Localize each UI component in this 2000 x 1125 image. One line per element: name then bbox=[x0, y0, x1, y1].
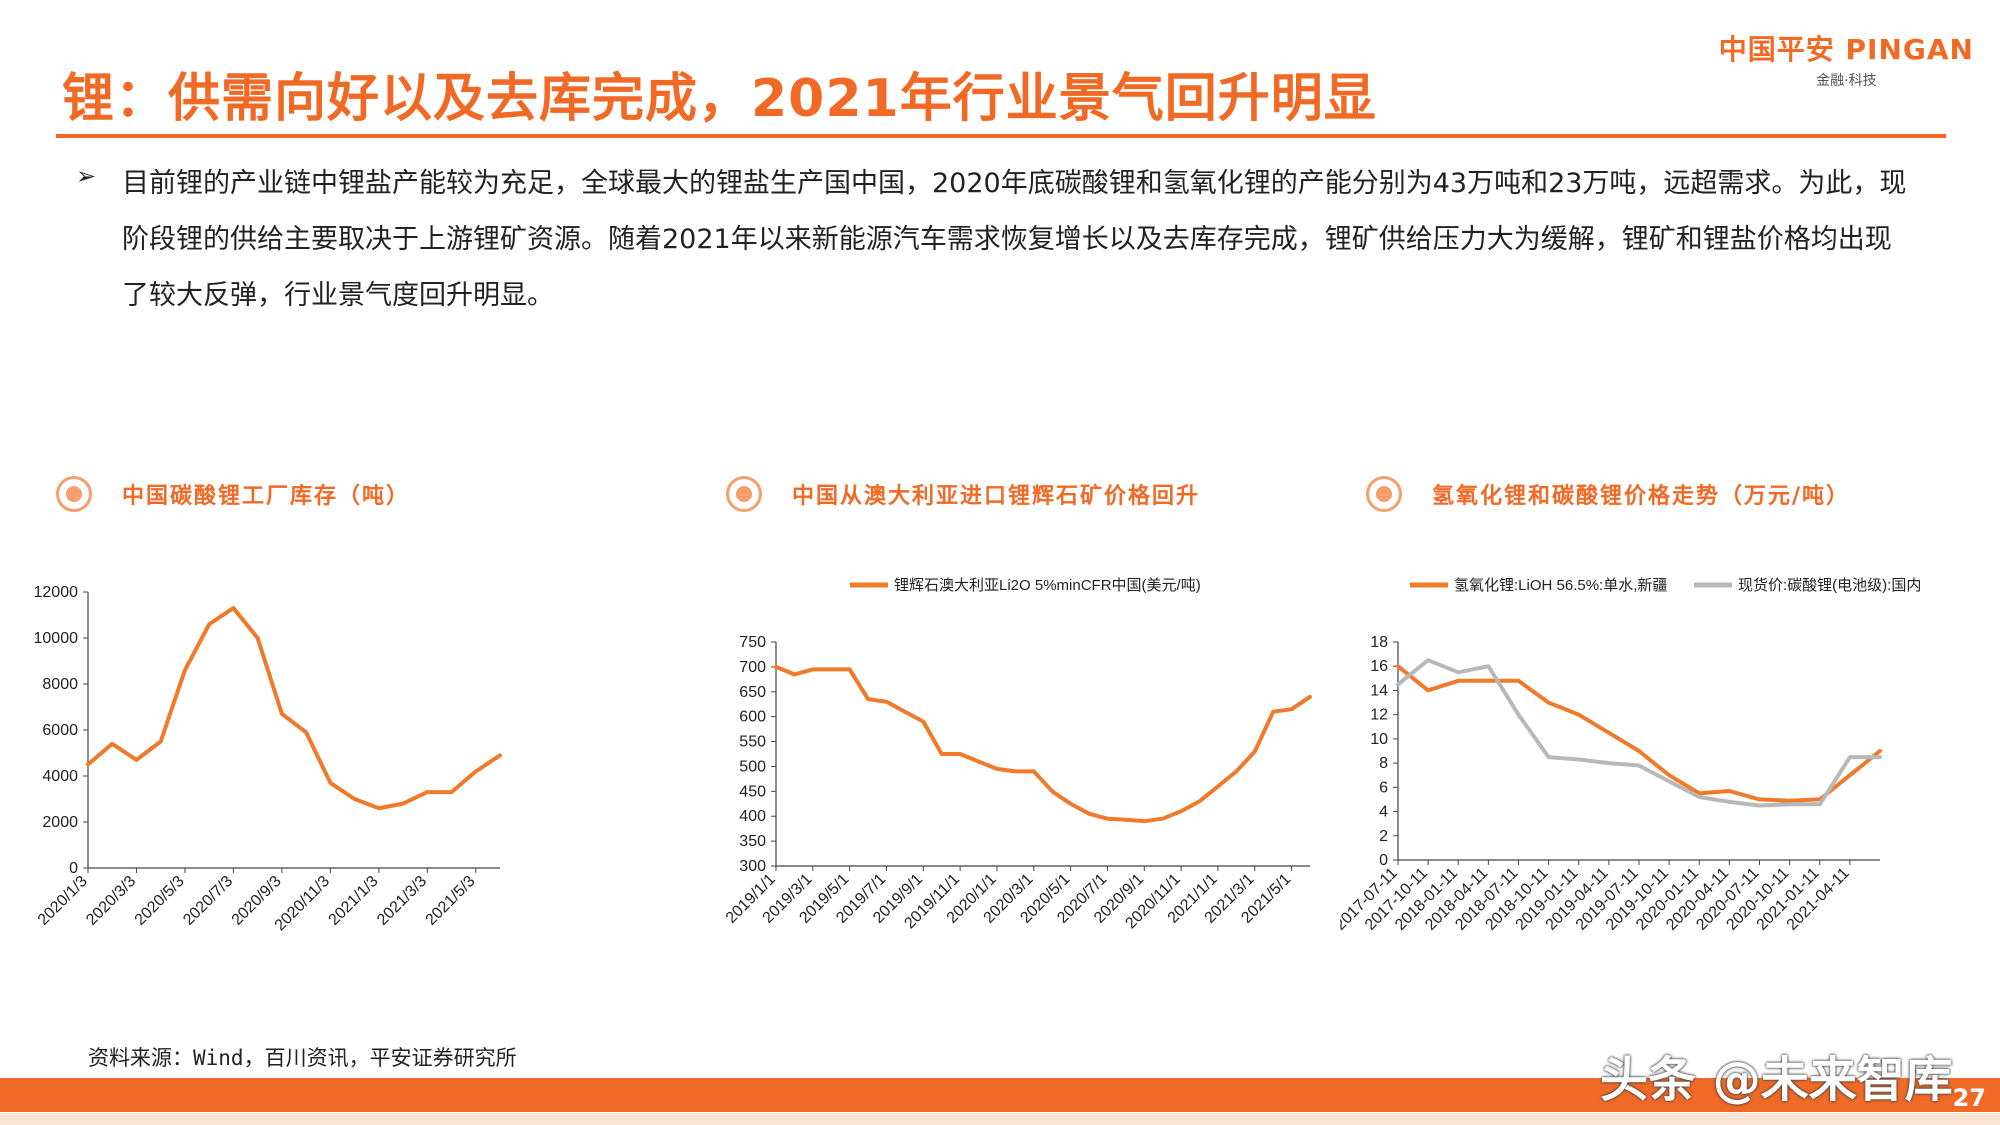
y-tick-label: 8 bbox=[1379, 755, 1388, 772]
y-tick-label: 2 bbox=[1379, 828, 1388, 845]
logo-main-text: 中国平安 PINGAN bbox=[1718, 33, 1974, 66]
y-tick-label: 2000 bbox=[42, 814, 78, 831]
target-circle-icon bbox=[1366, 476, 1402, 512]
footer-bar bbox=[0, 1078, 2000, 1112]
target-circle-icon bbox=[726, 476, 762, 512]
y-tick-label: 10 bbox=[1370, 731, 1388, 748]
y-tick-label: 10000 bbox=[34, 630, 79, 647]
company-logo: 中国平安 PINGAN 金融·科技 bbox=[1719, 28, 1974, 90]
page-number: 27 bbox=[1952, 1084, 1986, 1112]
legend-label: 现货价:碳酸锂(电池级):国内 bbox=[1738, 577, 1921, 594]
y-tick-label: 700 bbox=[739, 659, 766, 676]
y-tick-label: 350 bbox=[739, 833, 766, 850]
section-header-spodumene: 中国从澳大利亚进口锂辉石矿价格回升 bbox=[726, 476, 1200, 512]
data-source-note: 资料来源：Wind，百川资讯，平安证券研究所 bbox=[88, 1046, 517, 1070]
logo-sub-text: 金融·科技 bbox=[1816, 73, 1877, 89]
bullet-text: 目前锂的产业链中锂盐产能较为充足，全球最大的锂盐生产国中国，2020年底碳酸锂和… bbox=[122, 168, 1907, 311]
chart-lithium-salt-prices: 0246810121416182017-07-112017-10-112018-… bbox=[1340, 577, 1921, 934]
page-title: 锂：供需向好以及去库完成，2021年行业景气回升明显 bbox=[62, 69, 1377, 129]
x-tick-label: 2020/5/3 bbox=[132, 873, 188, 929]
y-tick-label: 14 bbox=[1370, 682, 1388, 699]
y-tick-label: 450 bbox=[739, 783, 766, 800]
section-title: 氢氧化锂和碳酸锂价格走势（万元/吨） bbox=[1432, 484, 1851, 509]
y-tick-label: 600 bbox=[739, 709, 766, 726]
y-tick-label: 12 bbox=[1370, 707, 1388, 724]
x-tick-label: 2021/3/3 bbox=[374, 873, 430, 929]
y-tick-label: 650 bbox=[739, 684, 766, 701]
chart-inventory: 0200040006000800010000120002020/1/32020/… bbox=[34, 584, 502, 934]
footer-strip bbox=[0, 1113, 2000, 1125]
section-title: 中国从澳大利亚进口锂辉石矿价格回升 bbox=[792, 484, 1201, 509]
x-tick-label: 2020/3/3 bbox=[83, 873, 139, 929]
x-tick-label: 2021/5/3 bbox=[423, 873, 479, 929]
y-tick-label: 0 bbox=[1379, 852, 1388, 869]
series-line-0 bbox=[774, 664, 1312, 824]
x-tick-label: 2020/7/3 bbox=[180, 873, 236, 929]
series-line-0 bbox=[1396, 664, 1882, 803]
x-tick-label: 2021/1/3 bbox=[326, 873, 382, 929]
y-tick-label: 16 bbox=[1370, 658, 1388, 675]
y-tick-label: 12000 bbox=[34, 584, 79, 601]
y-tick-label: 750 bbox=[739, 634, 766, 651]
y-tick-label: 0 bbox=[69, 860, 78, 877]
bullet-arrow-icon: ➢ bbox=[76, 162, 97, 190]
y-tick-label: 6 bbox=[1379, 779, 1388, 796]
x-tick-label: 2020/1/3 bbox=[35, 873, 91, 929]
y-tick-label: 8000 bbox=[42, 676, 78, 693]
title-underline bbox=[56, 134, 1946, 138]
series-line-0 bbox=[86, 606, 502, 811]
series-line-1 bbox=[1396, 658, 1882, 808]
y-tick-label: 6000 bbox=[42, 722, 78, 739]
y-tick-label: 4 bbox=[1379, 804, 1388, 821]
section-header-inventory: 中国碳酸锂工厂库存（吨） bbox=[56, 476, 410, 512]
y-tick-label: 550 bbox=[739, 734, 766, 751]
y-tick-label: 300 bbox=[739, 858, 766, 875]
watermark-text: 头条 @未来智库 bbox=[1600, 1052, 1953, 1108]
y-tick-label: 400 bbox=[739, 808, 766, 825]
bullet-paragraph: ➢ 目前锂的产业链中锂盐产能较为充足，全球最大的锂盐生产国中国，2020年底碳酸… bbox=[76, 156, 1916, 324]
legend-label: 氢氧化锂:LiOH 56.5%:单水,新疆 bbox=[1454, 577, 1667, 594]
section-title: 中国碳酸锂工厂库存（吨） bbox=[122, 484, 411, 509]
y-tick-label: 4000 bbox=[42, 768, 78, 785]
target-circle-icon bbox=[56, 476, 92, 512]
legend-label: 锂辉石澳大利亚Li2O 5%minCFR中国(美元/吨) bbox=[894, 577, 1201, 594]
section-header-lithium-prices: 氢氧化锂和碳酸锂价格走势（万元/吨） bbox=[1366, 476, 1850, 512]
chart-spodumene-price: 3003504004505005506006507007502019/1/120… bbox=[723, 577, 1312, 932]
y-tick-label: 18 bbox=[1370, 634, 1388, 651]
y-tick-label: 500 bbox=[739, 758, 766, 775]
